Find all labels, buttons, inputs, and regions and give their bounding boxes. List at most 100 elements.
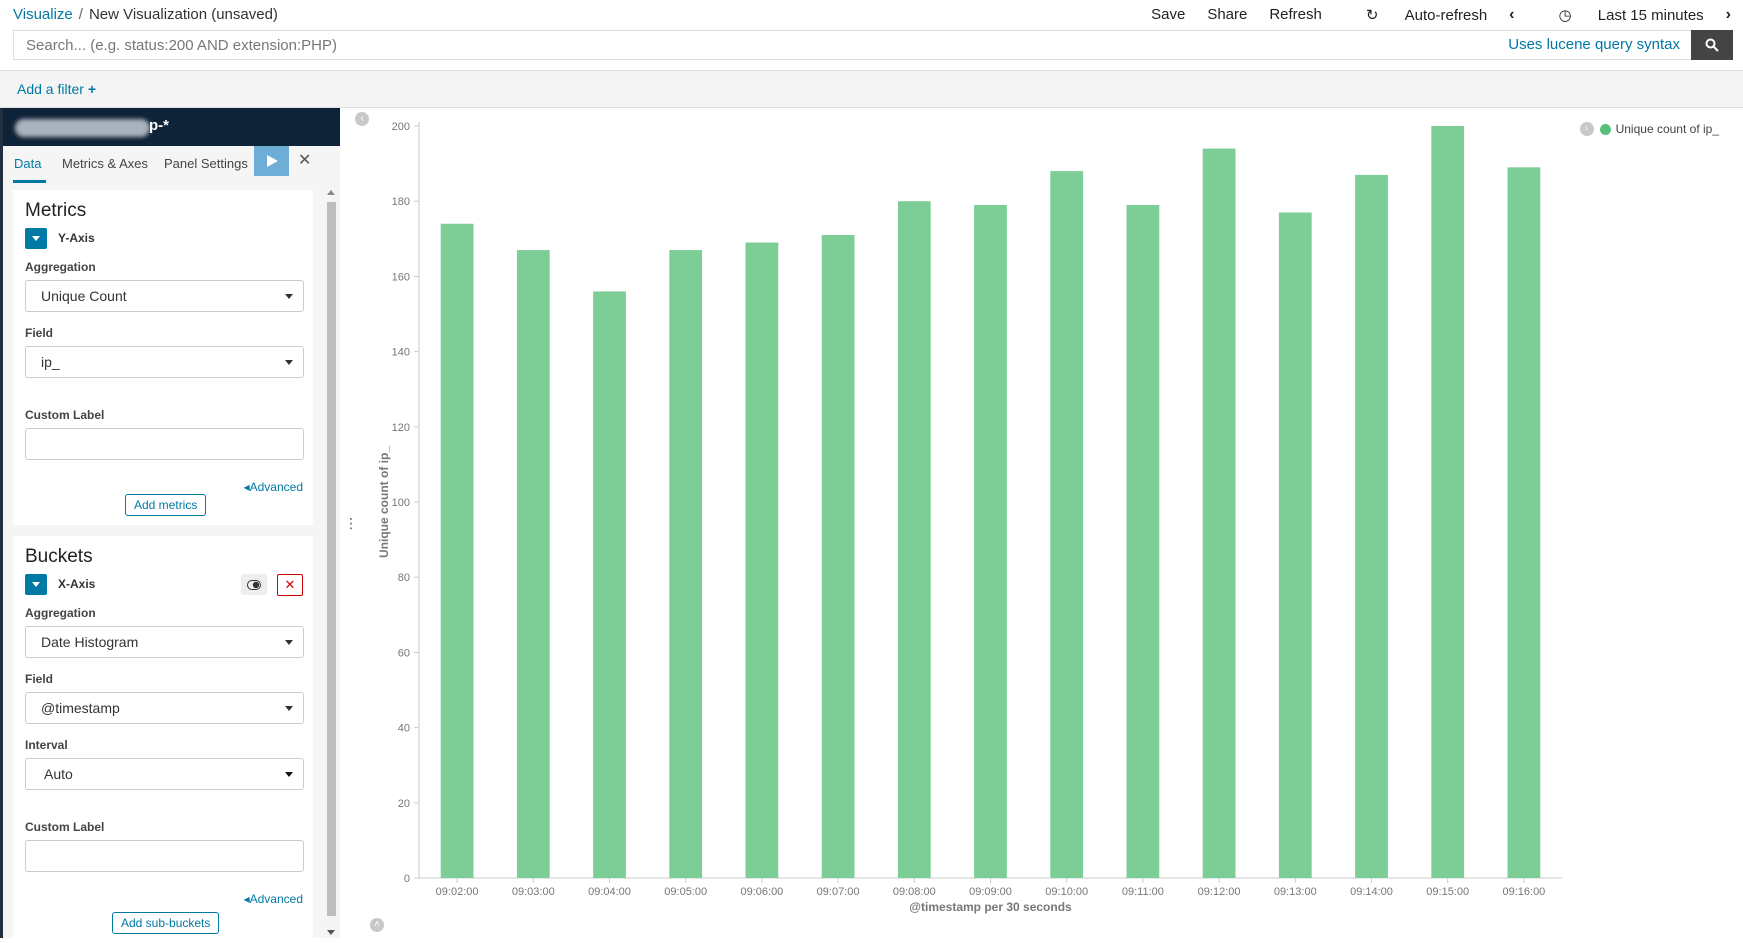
- remove-bucket-button[interactable]: ✕: [277, 574, 303, 596]
- chart-bar[interactable]: [1050, 171, 1084, 878]
- auto-refresh-label: Auto-refresh: [1404, 7, 1488, 24]
- toggle-bucket-button[interactable]: [241, 574, 267, 595]
- x-tick-label: 09:03:00: [512, 886, 555, 898]
- metrics-field-select[interactable]: ip_: [25, 346, 304, 378]
- bar-chart: 0 20 40 60 80 100 120 140 160 180 200 09:02:00 09:03…: [377, 121, 1562, 914]
- dropdown-arrow-icon: [285, 294, 293, 299]
- index-pattern-header: p-*: [3, 108, 340, 146]
- chart-bar[interactable]: [1431, 126, 1465, 878]
- caret-left-icon: ◂: [243, 480, 250, 494]
- close-icon: ✕: [298, 152, 312, 169]
- chart-bar[interactable]: [974, 204, 1007, 879]
- chart-bar[interactable]: [897, 201, 931, 878]
- y-tick-label: 120: [392, 422, 410, 434]
- y-tick-label: 200: [392, 121, 410, 133]
- tab-data[interactable]: Data: [14, 156, 42, 171]
- search-button[interactable]: [1691, 30, 1733, 60]
- editor-tabs: Data Metrics & Axes Panel Settings ✕: [3, 146, 340, 184]
- chart-bar[interactable]: [516, 250, 550, 878]
- metrics-advanced-label: Advanced: [249, 480, 303, 494]
- buckets-aggregation-select[interactable]: Date Histogram: [25, 626, 304, 658]
- chart-bar[interactable]: [1126, 204, 1160, 879]
- scrollbar-thumb[interactable]: [327, 202, 336, 916]
- chart-bar[interactable]: [593, 291, 626, 878]
- x-tick-label: 09:09:00: [969, 886, 1012, 898]
- x-tick-label: 09:11:00: [1122, 886, 1164, 898]
- legend-entry-label[interactable]: Unique count of ip_: [1615, 122, 1719, 136]
- breadcrumb-current: New Visualization (unsaved): [88, 6, 278, 23]
- metrics-custom-label-input[interactable]: [25, 428, 304, 460]
- clock-icon: ◷: [1558, 7, 1572, 24]
- add-sub-buckets-button[interactable]: Add sub-buckets: [112, 912, 220, 934]
- save-button[interactable]: Save: [1151, 6, 1186, 23]
- time-range-label: Last 15 minutes: [1597, 7, 1704, 24]
- x-tick-label: 09:05:00: [664, 886, 707, 898]
- buckets-interval-select[interactable]: Auto: [25, 758, 304, 790]
- metrics-custom-label-label: Custom Label: [25, 408, 105, 422]
- sidebar-scrollbar[interactable]: [325, 190, 338, 938]
- refresh-button[interactable]: Refresh: [1269, 6, 1322, 23]
- dropdown-arrow-icon: [285, 360, 293, 365]
- share-button[interactable]: Share: [1207, 6, 1248, 23]
- breadcrumb: Visualize / New Visualization (unsaved): [13, 6, 278, 23]
- search-input[interactable]: [14, 31, 1494, 59]
- discard-changes-button[interactable]: ✕: [298, 150, 311, 170]
- toggle-icon: [247, 579, 261, 590]
- top-nav: Visualize / New Visualization (unsaved) Sa…: [0, 0, 1743, 30]
- scroll-up-icon[interactable]: [327, 190, 335, 195]
- add-filter-button[interactable]: Add a filter +: [17, 81, 96, 97]
- metrics-advanced-link[interactable]: ◂Advanced: [244, 480, 303, 494]
- chevron-right-icon[interactable]: ›: [1725, 6, 1731, 23]
- time-range-button[interactable]: ◷ Last 15 minutes: [1537, 6, 1704, 24]
- tab-panel-settings[interactable]: Panel Settings: [164, 156, 248, 171]
- y-tick-label: 0: [404, 873, 410, 885]
- add-filter-label: Add a filter: [17, 81, 84, 97]
- dropdown-arrow-icon: [285, 640, 293, 645]
- metrics-field-value: ip_: [41, 354, 60, 370]
- chevron-left-icon[interactable]: ‹: [1509, 6, 1515, 23]
- x-axis-title: @timestamp per 30 seconds: [909, 900, 1072, 914]
- buckets-panel: Buckets X-Axis ✕ Aggregation Date Histog…: [13, 536, 313, 938]
- buckets-custom-label-input[interactable]: [25, 840, 304, 872]
- chart-bar[interactable]: [1507, 167, 1541, 879]
- index-pattern-name: p-*: [149, 117, 169, 134]
- buckets-advanced-label: Advanced: [249, 892, 303, 906]
- metrics-field-label: Field: [25, 326, 54, 340]
- chart-bar[interactable]: [1202, 148, 1236, 878]
- buckets-interval-label: Interval: [25, 738, 68, 752]
- toggle-legend-icon[interactable]: ›: [1579, 122, 1594, 136]
- breadcrumb-visualize-link[interactable]: Visualize: [13, 6, 73, 23]
- refresh-icon: ↻: [1365, 7, 1379, 24]
- chart-bar[interactable]: [1278, 212, 1312, 879]
- x-tick-label: 09:06:00: [740, 886, 783, 898]
- lucene-syntax-link[interactable]: Uses lucene query syntax: [1508, 36, 1680, 53]
- sidebar-resize-handle[interactable]: ⋮: [344, 515, 358, 531]
- chart-bar[interactable]: [821, 235, 855, 878]
- chart-bar[interactable]: [440, 223, 474, 878]
- x-tick-label: 09:04:00: [588, 886, 631, 898]
- buckets-advanced-link[interactable]: ◂Advanced: [244, 892, 303, 906]
- chart-bar[interactable]: [669, 250, 703, 878]
- caret-down-icon: [32, 236, 40, 241]
- chart-bar[interactable]: [745, 242, 779, 878]
- metrics-aggregation-select[interactable]: Unique Count: [25, 280, 304, 312]
- x-axis-toggle-button[interactable]: [25, 574, 47, 595]
- metrics-panel: Metrics Y-Axis Aggregation Unique Count …: [13, 190, 313, 525]
- x-tick-label: 09:10:00: [1045, 886, 1088, 898]
- y-tick-label: 180: [392, 196, 410, 208]
- buckets-field-select[interactable]: @timestamp: [25, 692, 304, 724]
- x-tick-label: 09:13:00: [1274, 886, 1317, 898]
- scroll-down-icon[interactable]: [327, 930, 335, 935]
- apply-changes-button[interactable]: [254, 146, 289, 176]
- tab-metrics-axes[interactable]: Metrics & Axes: [62, 156, 148, 171]
- y-axis-toggle-button[interactable]: [25, 228, 47, 249]
- y-axis-row: Y-Axis: [25, 228, 305, 250]
- chart-bar[interactable]: [1355, 174, 1388, 878]
- buckets-field-label: Field: [25, 672, 54, 686]
- search-bar: Uses lucene query syntax: [13, 30, 1733, 60]
- toggle-spy-panel-icon[interactable]: ˄: [370, 918, 384, 932]
- auto-refresh-button[interactable]: ↻ Auto-refresh: [1344, 6, 1487, 24]
- add-metrics-button[interactable]: Add metrics: [125, 494, 207, 516]
- x-tick-label: 09:08:00: [893, 886, 936, 898]
- collapse-sidebar-icon[interactable]: ‹: [355, 112, 369, 126]
